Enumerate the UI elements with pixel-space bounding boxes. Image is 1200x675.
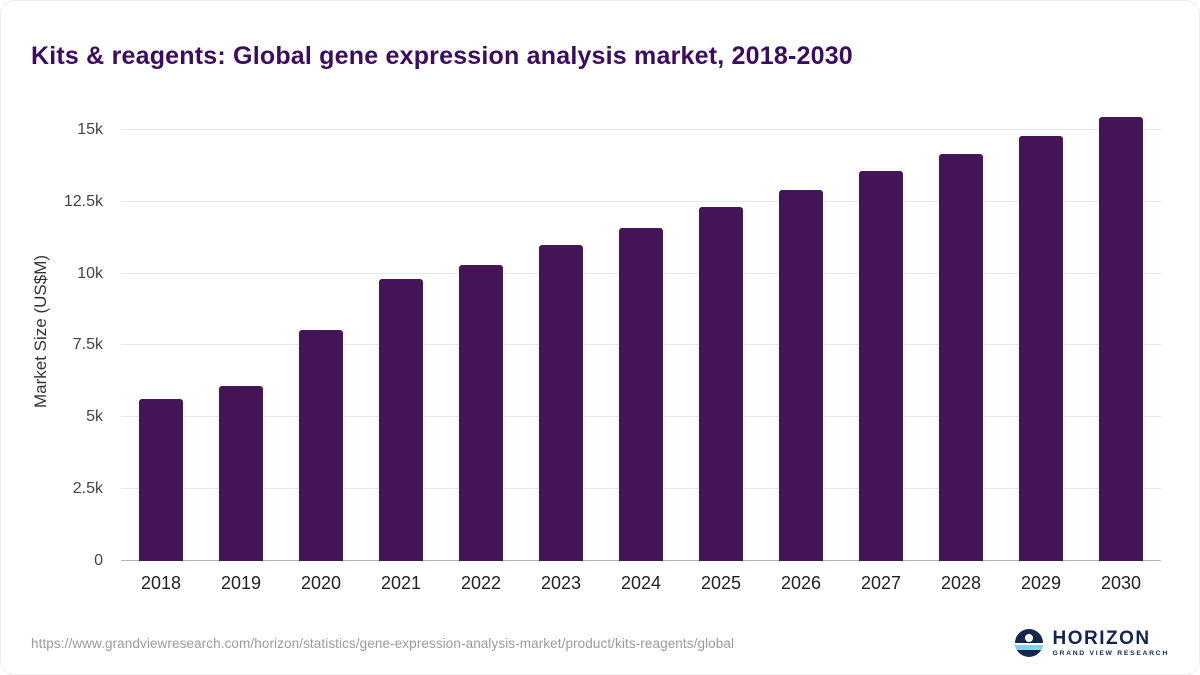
bar-2029 xyxy=(1019,135,1063,561)
logo-horizon-stripe xyxy=(1015,642,1044,650)
bar-2019 xyxy=(219,385,263,561)
x-tick-label-2025: 2025 xyxy=(700,573,742,593)
gridline xyxy=(121,128,1161,130)
logo-subtitle: GRAND VIEW RESEARCH xyxy=(1052,649,1169,657)
bar-2030 xyxy=(1099,116,1143,561)
bar-2027 xyxy=(859,171,903,561)
y-tick-label-5k: 5k xyxy=(86,408,103,426)
bar-column-2029: 2029 xyxy=(1001,101,1081,593)
bar-2021 xyxy=(379,279,423,561)
bar-column-2019: 2019 xyxy=(201,101,281,593)
x-tick-label-2018: 2018 xyxy=(140,573,182,593)
bar-2026 xyxy=(779,190,823,561)
bar-column-2018: 2018 xyxy=(121,101,201,593)
x-tick-label-2020: 2020 xyxy=(300,573,342,593)
x-tick-label-2030: 2030 xyxy=(1100,573,1142,593)
bar-2023 xyxy=(539,244,583,561)
logo-text: HORIZON GRAND VIEW RESEARCH xyxy=(1052,629,1169,658)
bar-column-2020: 2020 xyxy=(281,101,361,593)
bar-column-2023: 2023 xyxy=(521,101,601,593)
bar-2020 xyxy=(299,329,343,561)
bar-column-2026: 2026 xyxy=(761,101,841,593)
logo-title: HORIZON xyxy=(1052,627,1151,649)
bar-column-2022: 2022 xyxy=(441,101,521,593)
bar-column-2030: 2030 xyxy=(1081,101,1161,593)
plot-area: 2018 2019 2020 2021 2022 2023 2024 2025 2026 2027… xyxy=(121,101,1161,593)
bar-2028 xyxy=(939,154,983,561)
bar-column-2021: 2021 xyxy=(361,101,441,593)
bar-column-2024: 2024 xyxy=(601,101,681,593)
bar-column-2025: 2025 xyxy=(681,101,761,593)
footer: https://www.grandviewresearch.com/horizo… xyxy=(1,612,1199,674)
y-tick-label-7.5k: 7.5k xyxy=(72,336,103,354)
x-tick-label-2023: 2023 xyxy=(540,573,582,593)
bar-2025 xyxy=(699,207,743,561)
y-tick-label-10k: 10k xyxy=(77,264,103,282)
y-axis-ticks: 0 2.5k 5k 7.5k 10k 12.5k 15k xyxy=(1,101,113,569)
x-tick-label-2021: 2021 xyxy=(380,573,422,593)
page-title: Kits & reagents: Global gene expression … xyxy=(31,41,853,70)
logo-sun-shape xyxy=(1025,633,1034,642)
x-tick-label-2026: 2026 xyxy=(780,573,822,593)
y-tick-label-12.5k: 12.5k xyxy=(63,192,103,210)
bar-column-2028: 2028 xyxy=(921,101,1001,593)
gridline xyxy=(121,200,1161,202)
y-tick-label-0: 0 xyxy=(94,552,103,569)
x-tick-label-2019: 2019 xyxy=(220,573,262,593)
x-tick-label-2027: 2027 xyxy=(860,573,902,593)
x-tick-label-2022: 2022 xyxy=(460,573,502,593)
x-tick-label-2028: 2028 xyxy=(940,573,982,593)
y-tick-label-2.5k: 2.5k xyxy=(72,480,103,498)
bar-2018 xyxy=(139,398,183,561)
x-tick-label-2029: 2029 xyxy=(1020,573,1062,593)
bar-2022 xyxy=(459,264,503,561)
horizon-logo: HORIZON GRAND VIEW RESEARCH xyxy=(1015,629,1169,658)
bar-column-2027: 2027 xyxy=(841,101,921,593)
horizon-logo-icon xyxy=(1015,628,1044,657)
source-url: https://www.grandviewresearch.com/horizo… xyxy=(31,635,735,651)
bar-2024 xyxy=(619,227,663,561)
x-tick-label-2024: 2024 xyxy=(620,573,662,593)
y-tick-label-15k: 15k xyxy=(77,120,103,138)
